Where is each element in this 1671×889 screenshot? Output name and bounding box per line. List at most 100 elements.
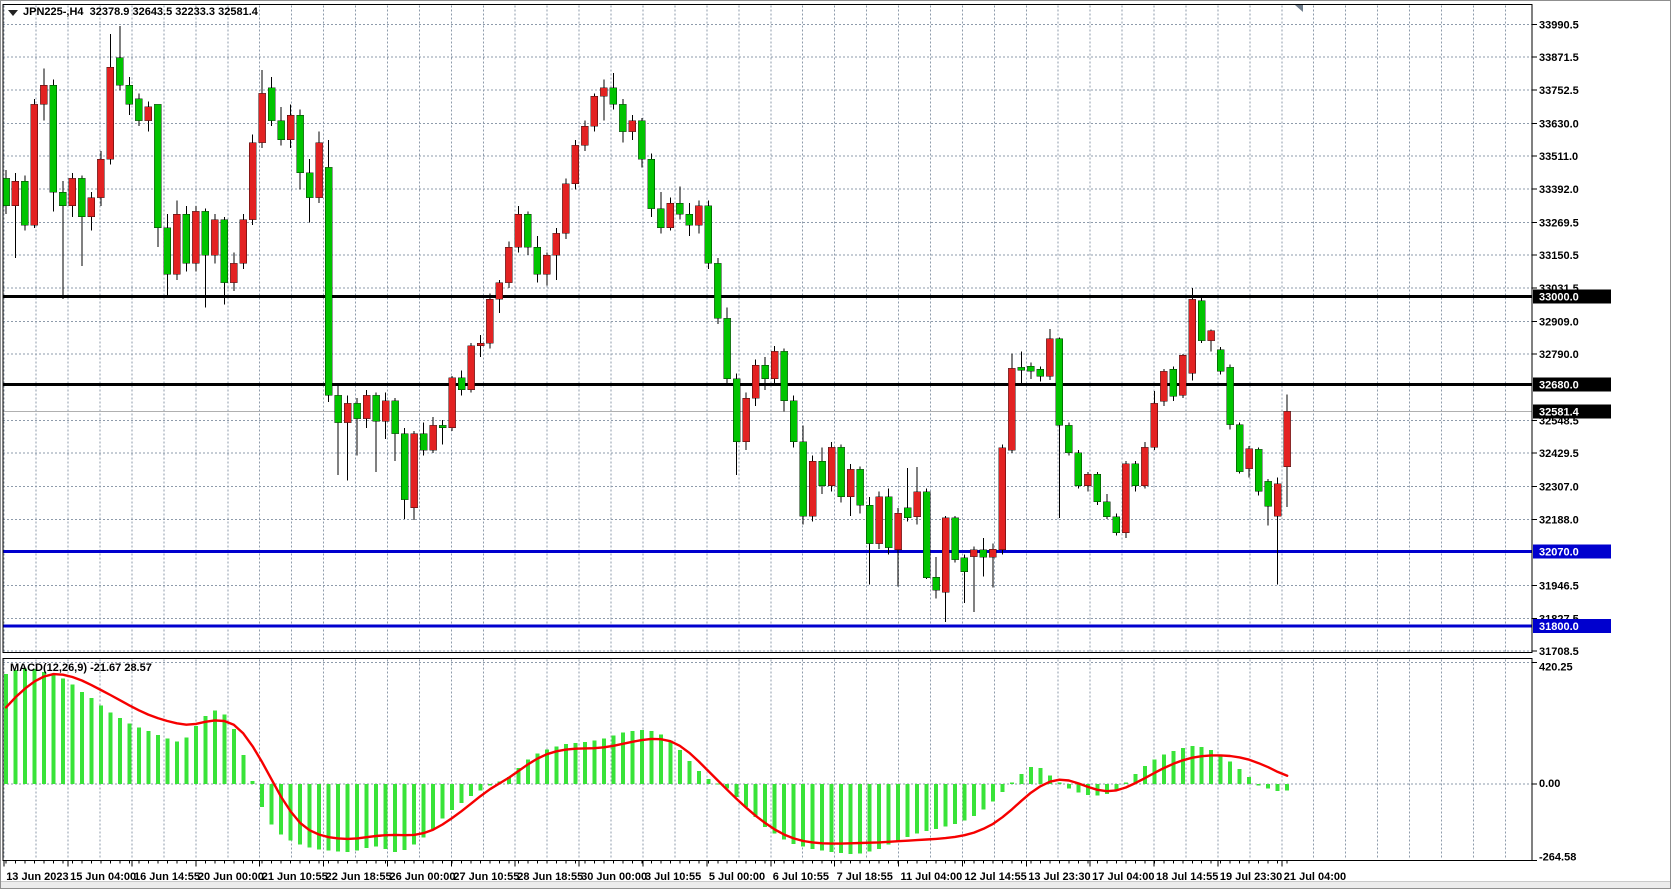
macd-histogram-bar (22, 668, 27, 784)
candle-body (173, 213, 181, 275)
macd-histogram-bar (364, 784, 369, 849)
macd-histogram-bar (336, 784, 341, 852)
macd-histogram-bar (222, 714, 227, 784)
macd-histogram-bar (193, 726, 198, 784)
macd-histogram-bar (744, 784, 749, 808)
candle-body (505, 246, 513, 283)
macd-histogram-bar (469, 784, 474, 797)
candle-body (619, 104, 627, 132)
candle-body (979, 549, 988, 558)
price-axis-label: 32307.0 (1539, 482, 1579, 494)
macd-histogram-bar (772, 784, 777, 834)
candle-body (666, 202, 674, 228)
candle-body (1169, 368, 1177, 397)
macd-histogram-bar (706, 778, 711, 784)
candle-body (1217, 349, 1225, 372)
candle-body (837, 447, 845, 498)
macd-histogram-bar (1114, 784, 1119, 790)
candle-body (562, 183, 570, 234)
macd-histogram-bar (459, 784, 464, 803)
candle-body (1046, 338, 1054, 377)
candle-body (1103, 501, 1111, 518)
candle-body (780, 351, 788, 401)
candle-body (78, 178, 86, 218)
candle-body (1036, 368, 1045, 377)
candle-body (220, 219, 228, 283)
candle-body (1017, 367, 1026, 371)
price-tag-label: 32581.4 (1539, 406, 1580, 418)
time-axis-label: 13 Jun 2023 (6, 871, 68, 883)
macd-histogram-bar (1285, 784, 1290, 791)
macd-histogram-bar (725, 784, 730, 789)
macd-axis-label: 420.25 (1539, 662, 1573, 674)
candle-body (951, 517, 959, 560)
candle-body (154, 104, 162, 228)
candle-body (998, 447, 1007, 551)
candle-body (770, 351, 779, 379)
macd-histogram-bar (1019, 773, 1024, 784)
candle-body (457, 377, 466, 390)
price-tag-label: 31800.0 (1539, 621, 1579, 633)
time-axis-label: 28 Jun 18:55 (517, 871, 583, 883)
macd-signal-line (4, 672, 1289, 845)
candles-layer (2, 26, 1291, 622)
macd-histogram-bar (41, 671, 46, 784)
time-axis-label: 19 Jul 23:30 (1220, 871, 1282, 883)
horizontal-level-lines[interactable] (3, 294, 1532, 628)
macd-histogram-bar (269, 784, 274, 825)
macd-histogram-bar (544, 749, 549, 784)
macd-histogram-bar (279, 784, 284, 835)
macd-histogram-bar (317, 784, 322, 850)
candle-body (467, 345, 475, 390)
candle-body (68, 178, 77, 207)
candle-body (970, 549, 978, 557)
candle-body (277, 120, 285, 141)
candle-body (1226, 367, 1234, 425)
macd-histogram-bar (886, 784, 891, 845)
candle-body (201, 211, 209, 256)
axes-layer[interactable]: 33990.5 33871.5 33752.5 33630.0 33511.0 33392… (2, 4, 1611, 884)
candle-body (11, 180, 20, 207)
candle-body (49, 84, 58, 193)
macd-histogram-bar (877, 784, 882, 849)
main-panel-border (2, 4, 1533, 653)
time-axis-label: 27 Jun 10:55 (453, 871, 519, 883)
macd-histogram-bar (1142, 766, 1147, 784)
candle-body (476, 342, 485, 347)
macd-histogram-bar (971, 784, 976, 816)
macd-histogram-bar (1247, 776, 1252, 784)
price-tag (1533, 618, 1611, 633)
candle-body (486, 298, 494, 344)
price-axis-label: 32909.0 (1539, 316, 1579, 328)
candle-body (296, 115, 304, 174)
candle-body (695, 205, 703, 226)
macd-histogram-bar (383, 784, 388, 850)
candle-body (135, 98, 143, 121)
macd-histogram-bar (298, 784, 303, 845)
candle-body (40, 84, 48, 105)
candle-body (1179, 354, 1187, 396)
candle-body (543, 255, 551, 275)
macd-histogram-bar (326, 784, 331, 851)
chart-shift-marker-icon[interactable] (1295, 5, 1303, 12)
candle-body (1273, 483, 1282, 517)
candle-body (714, 263, 722, 319)
candle-body (827, 447, 836, 487)
candle-body (799, 441, 807, 517)
price-axis-label: 32188.0 (1539, 514, 1579, 526)
candle-body (552, 233, 561, 256)
price-tag (1533, 377, 1611, 392)
macd-histogram-bar (108, 712, 113, 784)
symbol-dropdown-icon[interactable] (8, 9, 18, 16)
macd-histogram-bar (753, 784, 758, 818)
candle-body (429, 425, 437, 451)
candle-body (1084, 473, 1092, 487)
candle-body (789, 400, 798, 443)
candle-body (657, 208, 665, 228)
candle-body (334, 395, 342, 423)
candle-body (989, 548, 997, 558)
price-axis-label: 33752.5 (1539, 85, 1579, 97)
candle-body (875, 496, 883, 544)
candle-body (752, 364, 760, 399)
